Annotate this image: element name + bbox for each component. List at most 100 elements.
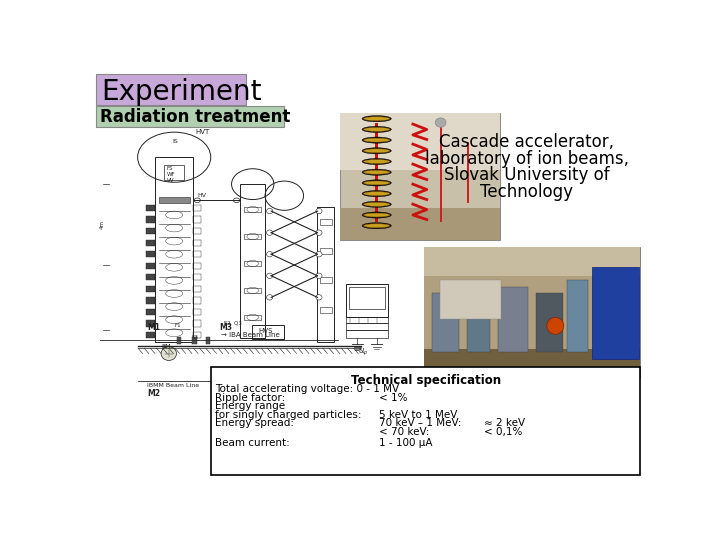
Bar xyxy=(145,251,155,257)
Bar xyxy=(498,287,528,352)
Bar xyxy=(145,286,155,292)
Text: WF: WF xyxy=(166,172,175,177)
Bar xyxy=(244,288,261,293)
Bar xyxy=(346,316,388,323)
Bar xyxy=(346,330,388,338)
Text: FS: FS xyxy=(166,166,173,171)
Ellipse shape xyxy=(362,158,392,165)
Bar xyxy=(425,247,640,276)
Ellipse shape xyxy=(161,347,176,361)
Ellipse shape xyxy=(362,222,392,229)
Text: HV: HV xyxy=(197,193,207,198)
Bar xyxy=(252,325,284,339)
Bar xyxy=(145,309,155,315)
Ellipse shape xyxy=(266,252,273,257)
Text: Experiment: Experiment xyxy=(101,78,261,106)
Text: Energy range: Energy range xyxy=(215,401,285,411)
Ellipse shape xyxy=(266,230,273,235)
Text: Beam current:: Beam current: xyxy=(215,438,289,448)
Bar xyxy=(194,309,201,315)
Bar xyxy=(194,320,201,327)
Ellipse shape xyxy=(364,170,390,174)
Bar xyxy=(244,234,261,239)
Bar xyxy=(240,184,265,338)
Text: 70 keV – 1 MeV:: 70 keV – 1 MeV: xyxy=(379,418,462,428)
Bar xyxy=(349,287,385,309)
Bar xyxy=(206,336,210,345)
Bar xyxy=(194,217,201,222)
Ellipse shape xyxy=(364,149,390,153)
Text: S3: S3 xyxy=(192,335,199,340)
Bar xyxy=(346,323,388,330)
Ellipse shape xyxy=(194,198,200,202)
Bar xyxy=(145,298,155,303)
Bar xyxy=(145,262,155,269)
Ellipse shape xyxy=(547,318,564,334)
Ellipse shape xyxy=(316,208,322,214)
Bar xyxy=(375,123,378,222)
Bar xyxy=(145,274,155,280)
Ellipse shape xyxy=(364,192,390,195)
Bar xyxy=(194,205,201,211)
Text: BM: BM xyxy=(161,344,171,349)
Bar xyxy=(194,240,201,246)
Text: ≈ 2 keV: ≈ 2 keV xyxy=(485,418,526,428)
Bar xyxy=(320,278,332,284)
Bar xyxy=(194,332,201,338)
Bar xyxy=(194,251,201,257)
Bar xyxy=(194,228,201,234)
Bar xyxy=(96,106,284,127)
Bar xyxy=(145,217,155,222)
Text: HVS: HVS xyxy=(258,328,272,334)
Ellipse shape xyxy=(316,273,322,279)
Text: < 70 keV:: < 70 keV: xyxy=(379,427,429,437)
Text: Radiation treatment: Radiation treatment xyxy=(99,108,290,126)
Bar xyxy=(211,367,640,475)
Text: M3: M3 xyxy=(219,323,232,333)
Text: F2  Q3: F2 Q3 xyxy=(224,320,242,325)
Text: 4m: 4m xyxy=(99,220,104,229)
Text: laboratory of ion beams,: laboratory of ion beams, xyxy=(425,150,629,167)
Bar xyxy=(244,207,261,212)
Bar xyxy=(145,228,155,234)
Bar xyxy=(145,332,155,338)
Bar xyxy=(96,74,246,105)
Ellipse shape xyxy=(316,252,322,257)
Bar xyxy=(155,157,194,342)
Bar xyxy=(425,276,640,349)
Bar xyxy=(567,280,588,352)
Text: 1 - 100 μA: 1 - 100 μA xyxy=(379,438,433,448)
Bar xyxy=(346,284,388,316)
Bar xyxy=(440,280,501,319)
Ellipse shape xyxy=(362,137,392,143)
Bar xyxy=(340,112,500,240)
Bar xyxy=(320,248,332,254)
Ellipse shape xyxy=(364,127,390,131)
Ellipse shape xyxy=(364,213,390,217)
Ellipse shape xyxy=(435,118,446,127)
Ellipse shape xyxy=(362,180,392,186)
Text: M1: M1 xyxy=(148,323,161,333)
Bar xyxy=(440,123,442,222)
Bar xyxy=(194,298,201,303)
Ellipse shape xyxy=(233,198,240,202)
Text: Technology: Technology xyxy=(480,184,573,201)
Text: IBMM Beam Line: IBMM Beam Line xyxy=(148,383,199,388)
Bar xyxy=(194,262,201,269)
Ellipse shape xyxy=(266,295,273,300)
Bar xyxy=(320,219,332,225)
Text: Total accelerating voltage: 0 - 1 MV: Total accelerating voltage: 0 - 1 MV xyxy=(215,384,399,394)
Text: → IBA Beam Line: → IBA Beam Line xyxy=(221,333,280,339)
Ellipse shape xyxy=(364,202,390,206)
Bar xyxy=(425,247,640,378)
Text: $-U_p$: $-U_p$ xyxy=(354,346,369,357)
Bar xyxy=(318,207,334,342)
Text: < 1%: < 1% xyxy=(379,393,408,403)
Bar xyxy=(192,336,197,345)
Bar xyxy=(467,300,490,352)
Ellipse shape xyxy=(362,126,392,132)
Text: Cascade accelerator,: Cascade accelerator, xyxy=(439,132,614,151)
Text: IS: IS xyxy=(173,139,179,144)
Bar xyxy=(244,261,261,266)
Bar xyxy=(593,267,639,359)
